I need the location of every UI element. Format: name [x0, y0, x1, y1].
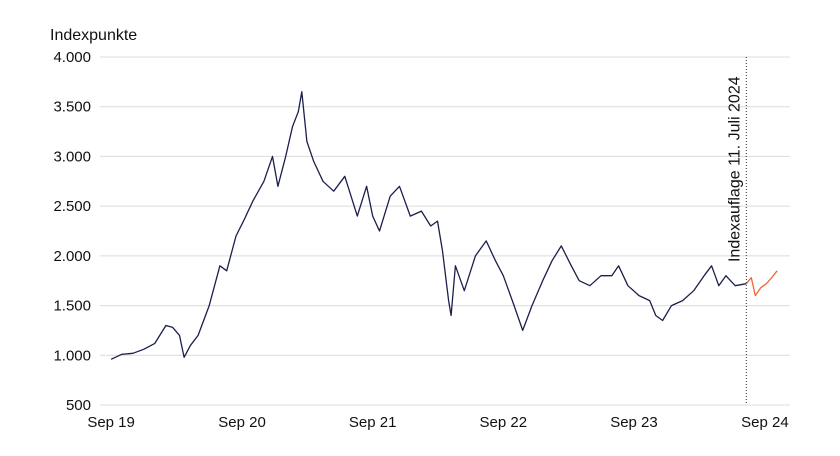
backtest-line [110, 91, 747, 360]
x-tick-labels: Sep 19 Sep 20 Sep 21 Sep 22 Sep 23 Sep 24 [87, 414, 788, 431]
y-tick-label: 2.000 [53, 248, 91, 265]
y-tick-label: 1.500 [53, 298, 91, 315]
x-tick-label: Sep 20 [218, 414, 266, 431]
y-tick-label: 2.500 [53, 198, 91, 215]
launch-date-label: Indexauflage 11. Juli 2024 [726, 76, 743, 262]
y-tick-label: 1.000 [53, 347, 91, 364]
y-tick-label: 3.500 [53, 99, 91, 116]
x-tick-label: Sep 23 [610, 414, 658, 431]
y-axis-label: Indexpunkte [50, 27, 137, 44]
y-gridlines [100, 56, 790, 406]
x-tick-label: Sep 22 [480, 414, 528, 431]
y-tick-label: 500 [66, 397, 91, 414]
live-line [745, 270, 778, 297]
y-tick-label: 4.000 [53, 49, 91, 66]
y-tick-labels: 500 1.000 1.500 2.000 2.500 3.000 3.500 4.000 [53, 49, 91, 414]
x-tick-label: Sep 19 [87, 414, 135, 431]
series-lines [110, 91, 778, 360]
y-tick-label: 3.000 [53, 148, 91, 165]
x-tick-label: Sep 24 [741, 414, 789, 431]
x-tick-label: Sep 21 [349, 414, 397, 431]
